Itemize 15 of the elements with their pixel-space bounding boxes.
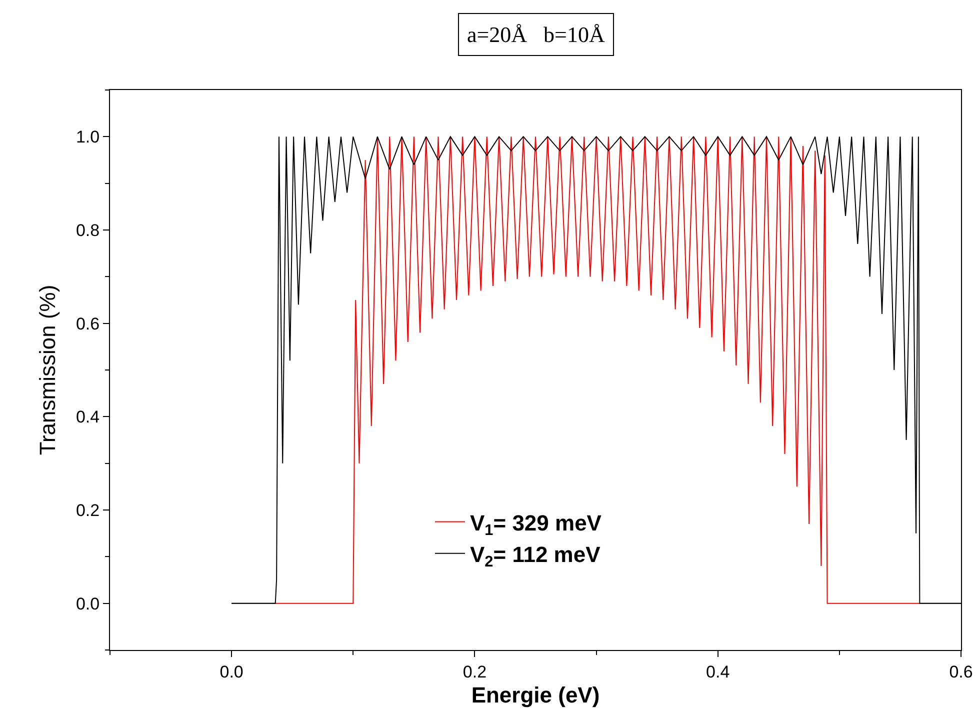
x-tick-label: 0.6: [949, 662, 973, 682]
x-tick-label: 0.0: [220, 662, 244, 682]
y-tick-label: 0.8: [76, 220, 100, 240]
legend-label: V$_{1}$= 329 meV: [470, 510, 602, 539]
x-axis-title: Energie (eV): [471, 682, 600, 708]
y-tick-label: 0.4: [76, 408, 100, 427]
y-tick-label: 0.0: [76, 594, 100, 614]
y-axis-title: Transmission (%): [34, 284, 60, 456]
chart-title: a=20Å b=10Å: [467, 22, 605, 47]
y-tick-label: 1.0: [76, 128, 100, 147]
y-tick-label: 0.6: [76, 314, 100, 334]
x-tick-label: 0.4: [706, 662, 730, 682]
legend-label: V$_{2}$= 112 meV: [470, 542, 601, 571]
x-tick-label: 0.2: [462, 662, 487, 682]
y-tick-label: 0.2: [76, 500, 100, 520]
